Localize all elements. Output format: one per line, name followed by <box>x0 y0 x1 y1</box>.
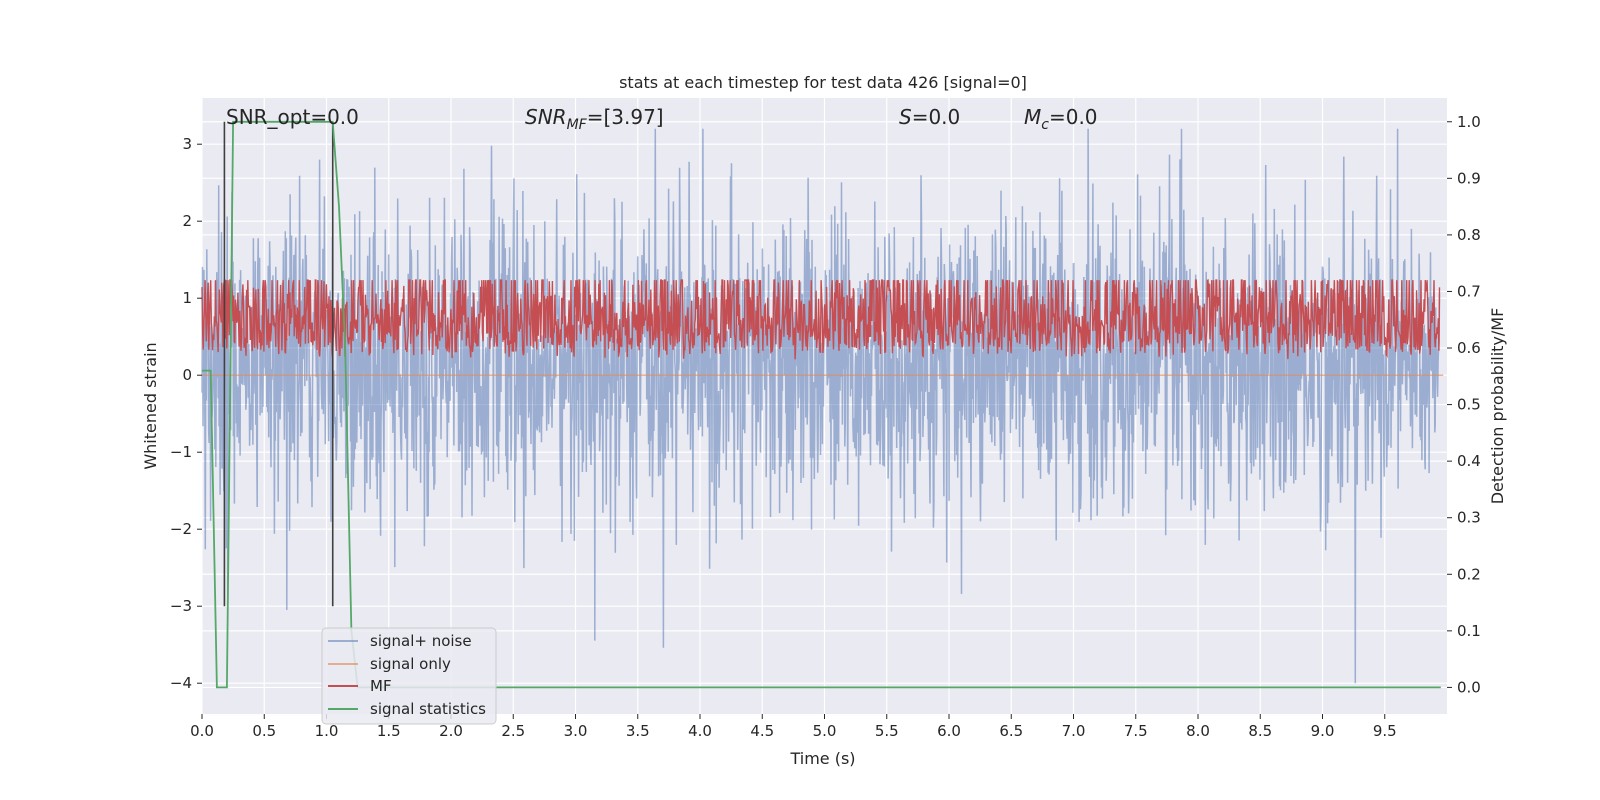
x-tick-label: 0.5 <box>252 722 276 740</box>
y-axis-label: Whitened strain <box>141 342 160 469</box>
snr-mf-value: =[3.97] <box>587 105 664 129</box>
x-tick-label: 0.0 <box>190 722 214 740</box>
mc-value: =0.0 <box>1049 105 1098 129</box>
x-axis-label: Time (s) <box>789 749 855 768</box>
x-tick-label: 6.0 <box>937 722 961 740</box>
y-tick-label: 1 <box>182 289 192 307</box>
x-tick-label: 3.0 <box>564 722 588 740</box>
snr-mf-symbol: SNR <box>525 105 567 129</box>
y-right-tick-label: 0.6 <box>1457 339 1481 357</box>
y-right-tick-label: 1.0 <box>1457 113 1481 131</box>
y-right-tick-label: 0.5 <box>1457 396 1481 414</box>
x-tick-label: 5.0 <box>813 722 837 740</box>
annotation-mc: Mc=0.0 <box>1024 105 1098 133</box>
y-right-tick-label: 0.3 <box>1457 509 1481 527</box>
x-tick-label: 2.5 <box>501 722 525 740</box>
series-mf-line <box>201 278 1441 360</box>
annotations: SNR_opt=0.0 SNRMF=[3.97] S=0.0 Mc=0.0 <box>226 105 1098 133</box>
y-tick-label: 0 <box>182 366 192 384</box>
y-right-tick-label: 0.8 <box>1457 226 1481 244</box>
x-tick-label: 8.5 <box>1248 722 1272 740</box>
y-tick-label: −2 <box>170 520 192 538</box>
x-tick-label: 5.5 <box>875 722 899 740</box>
x-tick-label: 6.5 <box>999 722 1023 740</box>
legend-label-mf: MF <box>370 677 392 695</box>
x-tick-label: 1.0 <box>315 722 339 740</box>
x-tick-label: 2.0 <box>439 722 463 740</box>
x-tick-label: 7.5 <box>1124 722 1148 740</box>
x-tick-label: 4.0 <box>688 722 712 740</box>
y-right-tick-label: 0.7 <box>1457 282 1481 300</box>
legend-label-signal-only: signal only <box>370 655 451 673</box>
y-right-tick-label: 0.2 <box>1457 565 1481 583</box>
y-right-tick-label: 0.4 <box>1457 452 1481 470</box>
mc-symbol: M <box>1024 105 1041 129</box>
x-tick-label: 3.5 <box>626 722 650 740</box>
x-tick-label: 8.0 <box>1186 722 1210 740</box>
x-tick-label: 1.5 <box>377 722 401 740</box>
y-right-axis-label: Detection probability/MF <box>1488 308 1507 505</box>
legend-label-signal-noise: signal+ noise <box>370 632 472 650</box>
s-value: =0.0 <box>912 105 961 129</box>
x-tick-label: 7.0 <box>1062 722 1086 740</box>
x-tick-label: 9.0 <box>1311 722 1335 740</box>
y-tick-label: 3 <box>182 135 192 153</box>
mc-subscript: c <box>1041 117 1049 133</box>
y-tick-label: −1 <box>170 443 192 461</box>
legend: signal+ noise signal only MF signal stat… <box>321 627 497 725</box>
s-symbol: S <box>899 105 912 129</box>
legend-box <box>321 627 497 725</box>
y-tick-label: −3 <box>170 597 192 615</box>
y-right-tick-label: 0.1 <box>1457 622 1481 640</box>
annotation-snr-mf: SNRMF=[3.97] <box>525 105 664 133</box>
snr-mf-subscript: MF <box>567 117 588 133</box>
legend-label-signal-statistics: signal statistics <box>370 700 486 718</box>
y-tick-label: −4 <box>170 674 192 692</box>
y-right-tick-label: 0.9 <box>1457 169 1481 187</box>
chart-title: stats at each timestep for test data 426… <box>619 73 1027 92</box>
ticks: 0.0 0.5 1.0 1.5 2.0 2.5 3.0 3.5 4.0 4.5 5.0 5.5 6.0 6… <box>170 113 1481 740</box>
y-tick-label: 2 <box>182 212 192 230</box>
annotation-snr-opt: SNR_opt=0.0 <box>226 105 359 129</box>
x-tick-label: 4.5 <box>750 722 774 740</box>
x-tick-label: 9.5 <box>1373 722 1397 740</box>
y-right-tick-label: 0.0 <box>1457 678 1481 696</box>
annotation-s: S=0.0 <box>899 105 960 129</box>
